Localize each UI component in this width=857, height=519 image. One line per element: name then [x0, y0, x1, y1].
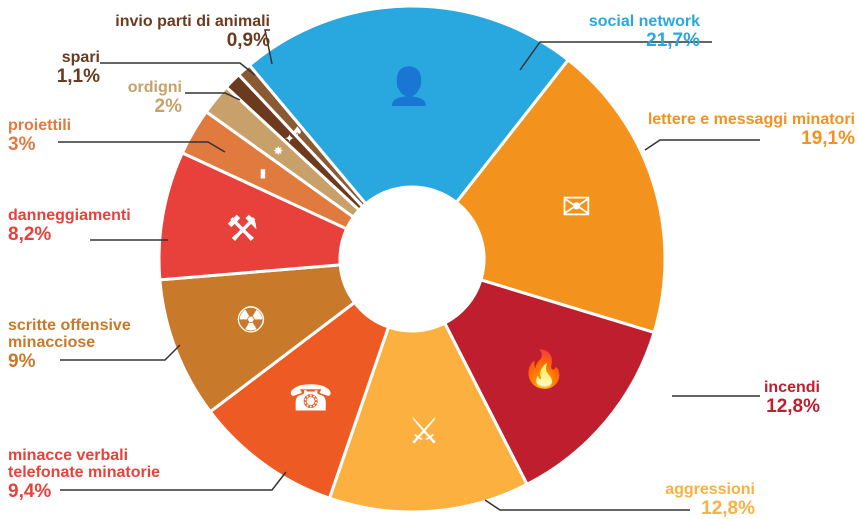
- slice-name-label: danneggiamenti: [8, 207, 131, 224]
- leader-line: [60, 344, 181, 361]
- animal-icon: ♠: [292, 124, 303, 138]
- leader-line: [60, 471, 287, 491]
- slice-name-label: aggressioni: [665, 481, 755, 498]
- leader-line: [644, 139, 760, 151]
- leader-lines: [58, 29, 760, 511]
- leader-line: [100, 62, 256, 76]
- leader-line: [519, 41, 712, 71]
- slice-name-label: incendi: [764, 379, 820, 396]
- slice-value-label: 8,2%: [8, 224, 51, 245]
- slice-value-label: 19,1%: [801, 128, 855, 149]
- fire-icon: 🔥: [522, 349, 567, 391]
- slice-name-label: minacce verbali: [8, 447, 128, 464]
- slice-value-label: 9,4%: [8, 481, 51, 502]
- leader-line: [484, 499, 690, 511]
- hammer-icon: ⚒: [226, 209, 258, 250]
- assault-icon: ⚔: [408, 411, 440, 452]
- slice-value-label: 9%: [8, 351, 36, 372]
- slice-value-label: 0,9%: [227, 30, 270, 51]
- donut-hole: [340, 187, 484, 331]
- slice-value-label: 2%: [155, 96, 183, 117]
- slice-name-label: spari: [62, 49, 100, 66]
- bullet-icon: ▮: [260, 166, 267, 180]
- slice-value-label: 12,8%: [766, 396, 820, 417]
- phone-icon: ☎: [288, 379, 333, 420]
- leader-line: [264, 29, 273, 65]
- slice-value-label: 1,1%: [57, 66, 100, 87]
- leader-line: [185, 92, 241, 101]
- envelope-icon: ✉: [561, 187, 591, 228]
- leader-line: [58, 141, 226, 153]
- slice-name-label: minacciose: [8, 334, 95, 351]
- slice-icons: 👤 ✉ 🔥 ⚔ ☎ ☢ ⚒ ▮ ✸✦♠: [226, 66, 592, 453]
- slice-value-label: 3%: [8, 134, 36, 155]
- slice-name-label: ordigni: [128, 79, 182, 96]
- slice-name-label: social network: [589, 13, 700, 30]
- slice-name-label: invio parti di animali: [115, 13, 270, 30]
- donut-slices: [157, 4, 667, 514]
- person-silhouette-icon: 👤: [387, 66, 432, 108]
- slice-value-label: 12,8%: [701, 498, 755, 519]
- slice-value-label: 21,7%: [646, 30, 700, 51]
- explosive-icon: ✸: [273, 144, 283, 158]
- slice-name-label: telefonate minatorie: [8, 464, 160, 481]
- slice-name-label: lettere e messaggi minatori: [648, 111, 855, 128]
- gun-icon: ✦: [285, 131, 295, 145]
- slice-name-label: scritte offensive: [8, 317, 131, 334]
- slice-name-label: proiettili: [8, 117, 71, 134]
- spray-can-icon: ☢: [235, 301, 267, 342]
